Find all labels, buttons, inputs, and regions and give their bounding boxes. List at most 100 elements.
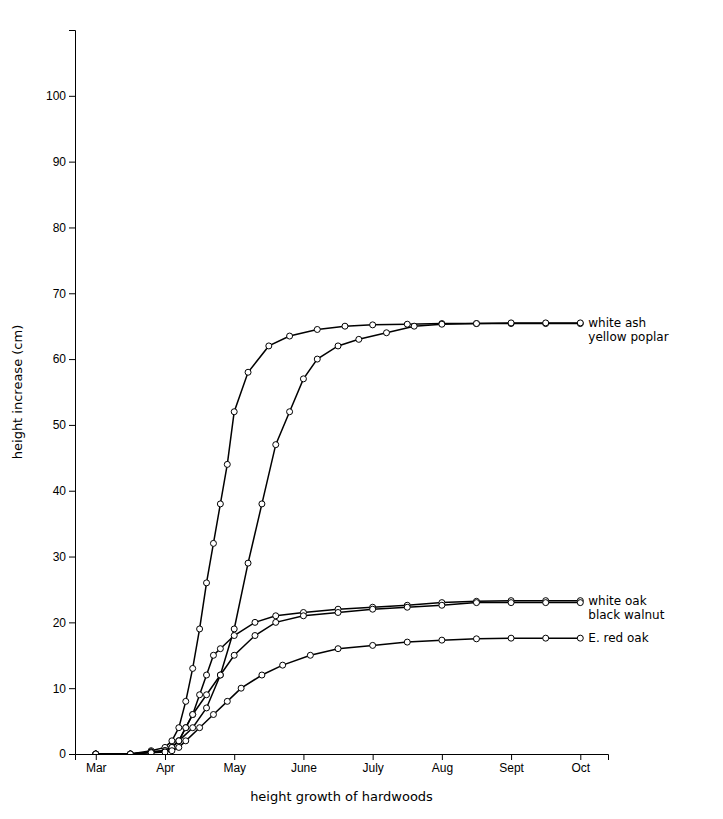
point (473, 321, 479, 327)
point (93, 751, 99, 754)
point (411, 323, 417, 329)
point (273, 442, 279, 448)
point (231, 409, 237, 415)
y-tick: 90 (53, 155, 75, 169)
x-tick-label: Sept (499, 761, 524, 775)
point (197, 725, 203, 731)
y-tick-mark (69, 491, 75, 492)
point (259, 501, 265, 507)
series-label: E. red oak (588, 631, 648, 645)
point (210, 712, 216, 718)
point (162, 749, 168, 754)
x-tick: Mar (86, 754, 107, 775)
y-tick-mark (69, 425, 75, 426)
point (183, 725, 189, 731)
point (238, 685, 244, 691)
point (577, 600, 583, 606)
x-tick-mark (511, 754, 512, 760)
point (383, 330, 389, 336)
point (127, 751, 133, 754)
point (543, 635, 549, 641)
y-tick-mark (69, 227, 75, 228)
point (439, 321, 445, 327)
point (335, 609, 341, 615)
x-tick: May (223, 754, 246, 775)
x-tick: Oct (571, 754, 590, 775)
series-label: white oak (588, 594, 646, 608)
point (183, 725, 189, 731)
point (176, 738, 182, 744)
series-label: yellow poplar (588, 330, 668, 344)
y-tick: 50 (53, 418, 75, 432)
series-label: black walnut (588, 608, 664, 622)
point (300, 613, 306, 619)
point (204, 580, 210, 586)
point (439, 637, 445, 643)
series-label: white ash (588, 316, 646, 330)
point (231, 652, 237, 658)
series-line (96, 323, 581, 754)
x-axis: MarAprMayJuneJulyAugSeptOct (76, 754, 609, 775)
point (176, 738, 182, 744)
point (127, 751, 133, 754)
point (252, 619, 258, 625)
point (148, 749, 154, 754)
point (300, 376, 306, 382)
series (93, 600, 584, 754)
point (577, 320, 583, 326)
point (190, 725, 196, 731)
point (439, 321, 445, 327)
x-tick-label: July (362, 761, 383, 775)
y-tick: 30 (53, 550, 75, 564)
point (577, 635, 583, 641)
point (190, 665, 196, 671)
series-line (96, 601, 581, 754)
y-tick-label: 100 (46, 89, 66, 103)
point (217, 672, 223, 678)
point (93, 751, 99, 754)
point (183, 738, 189, 744)
point (370, 642, 376, 648)
point (224, 461, 230, 467)
point (307, 652, 313, 658)
y-tick-mark (69, 754, 75, 755)
point (93, 751, 99, 754)
point (169, 738, 175, 744)
y-tick-mark (69, 622, 75, 623)
point (266, 343, 272, 349)
y-tick-label: 20 (53, 616, 67, 630)
point (356, 336, 362, 342)
series-marks (93, 320, 584, 754)
point (287, 333, 293, 339)
point (404, 639, 410, 645)
y-tick-label: 50 (53, 418, 67, 432)
point (508, 320, 514, 326)
point (127, 751, 133, 754)
y-tick-label: 70 (53, 287, 67, 301)
series (93, 635, 584, 754)
chart: MarAprMayJuneJulyAugSeptOct0102030405060… (0, 0, 723, 819)
point (148, 749, 154, 754)
point (314, 326, 320, 332)
point (204, 692, 210, 698)
point (335, 343, 341, 349)
point (176, 725, 182, 731)
y-tick-label: 80 (53, 221, 67, 235)
y-tick: 60 (53, 352, 75, 366)
y-tick-mark (69, 162, 75, 163)
point (217, 501, 223, 507)
series-line (96, 638, 581, 754)
point (190, 712, 196, 718)
x-tick: June (291, 754, 317, 775)
y-tick-label: 90 (53, 155, 67, 169)
x-tick-label: Apr (156, 761, 175, 775)
point (508, 600, 514, 606)
point (169, 748, 175, 754)
point (404, 321, 410, 327)
y-tick-label: 10 (53, 682, 67, 696)
y-tick: 40 (53, 484, 75, 498)
point (342, 323, 348, 329)
point (370, 606, 376, 612)
point (370, 322, 376, 328)
point (231, 626, 237, 632)
